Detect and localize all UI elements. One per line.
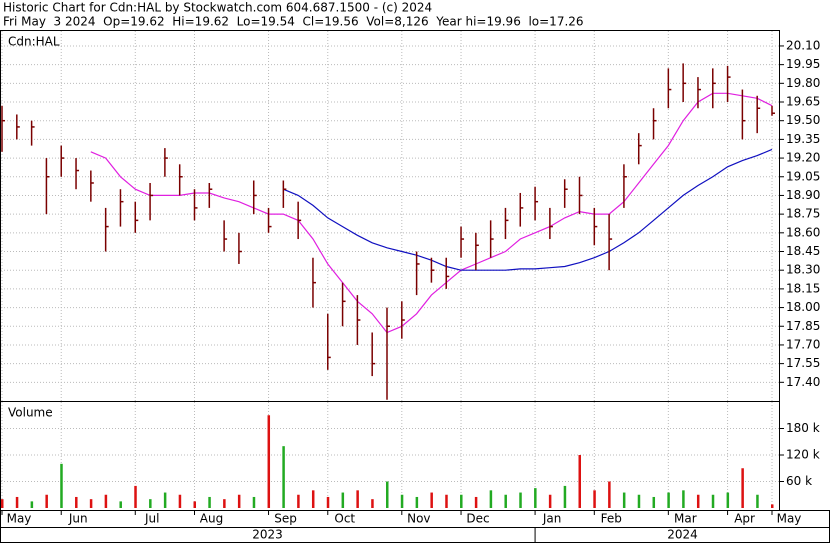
volume-bar	[578, 455, 581, 508]
y-tick-label: 18.15	[786, 281, 820, 295]
moving-average	[283, 148, 773, 271]
volume-bar	[341, 492, 345, 508]
volume-bar	[667, 492, 670, 508]
volume-bar	[60, 463, 63, 508]
y-tick-label: 19.20	[786, 151, 820, 165]
volume-label: Volume	[8, 406, 53, 420]
x-tick-label: Apr	[734, 512, 755, 526]
volume-bar	[15, 496, 19, 508]
volume-bar	[1, 499, 4, 508]
volume-bar	[208, 496, 211, 508]
y-tick-label: 18.45	[786, 244, 820, 258]
volume-bar	[534, 488, 537, 508]
x-tick-label: May	[777, 512, 802, 526]
y2-tick-label: 120 k	[786, 448, 820, 462]
volume-bar	[445, 494, 448, 508]
y-tick-label: 18.30	[786, 263, 820, 277]
x-tick-label: Oct	[334, 512, 355, 526]
volume-bar	[89, 499, 93, 508]
y-tick-label: 17.70	[786, 337, 820, 351]
y-tick-label: 17.55	[786, 356, 820, 370]
y-tick-label: 19.05	[786, 169, 820, 183]
y-tick-label: 18.75	[786, 207, 820, 221]
volume-bar	[326, 496, 330, 508]
volume-bar	[489, 490, 493, 508]
volume-bar	[771, 504, 774, 508]
volume-bar	[252, 496, 256, 508]
volume-bar	[267, 415, 271, 508]
volume-bar	[682, 490, 685, 508]
x-tick-label: Jun	[68, 512, 88, 526]
x-tick-label: Dec	[466, 512, 489, 526]
year-label: 2023	[252, 528, 283, 542]
volume-bar	[652, 496, 656, 508]
volume-bar	[726, 492, 730, 508]
volume-bar	[548, 494, 552, 508]
x-tick-label: Sep	[274, 512, 297, 526]
volume-bar	[400, 494, 404, 508]
x-tick-label: Jan	[542, 512, 562, 526]
volume-bar	[282, 446, 285, 508]
x-tick-label: Mar	[674, 512, 697, 526]
volume-bar	[75, 496, 78, 508]
y-tick-label: 19.80	[786, 76, 820, 90]
volume-bar	[119, 501, 122, 508]
volume-bar	[415, 496, 419, 508]
x-tick-label: Aug	[200, 512, 223, 526]
chart-title: Historic Chart for Cdn:HAL by Stockwatch…	[3, 1, 432, 15]
volume-bar	[149, 499, 152, 508]
volume-bar	[193, 501, 196, 508]
volume-bar	[504, 494, 507, 508]
volume-bar	[622, 492, 626, 508]
y-tick-label: 17.40	[786, 375, 820, 389]
volume-bar	[696, 494, 700, 508]
volume-bar	[474, 496, 478, 508]
moving-average	[90, 92, 773, 334]
volume-bar	[637, 494, 641, 508]
volume-bar	[430, 492, 433, 508]
x-tick-label: Feb	[601, 512, 622, 526]
x-tick-label: Jul	[144, 512, 159, 526]
volume-bar	[519, 492, 522, 508]
volume-bar	[311, 490, 315, 508]
volume-bar	[163, 492, 167, 508]
volume-bar	[178, 494, 182, 508]
y2-tick-label: 60 k	[786, 474, 812, 488]
y-tick-label: 19.50	[786, 113, 820, 127]
volume-bar	[134, 485, 137, 508]
volume-bar	[711, 494, 715, 508]
y-tick-label: 17.85	[786, 319, 820, 333]
y-tick-label: 19.35	[786, 132, 820, 146]
volume-panel	[0, 401, 780, 511]
x-tick-label: Nov	[407, 512, 430, 526]
volume-bar	[104, 494, 108, 508]
volume-bar	[460, 494, 463, 508]
volume-bar	[30, 501, 34, 508]
volume-bar	[297, 494, 300, 508]
y-tick-label: 19.65	[786, 95, 820, 109]
volume-bar	[356, 490, 359, 508]
price-panel	[0, 30, 780, 402]
volume-bar	[563, 485, 567, 508]
y-tick-label: 18.60	[786, 225, 820, 239]
year-label: 2024	[667, 528, 698, 542]
volume-bar	[223, 499, 226, 508]
volume-bar	[45, 494, 48, 508]
volume-bar	[593, 490, 596, 508]
volume-bar	[756, 494, 759, 508]
chart-subtitle: Fri May 3 2024 Op=19.62 Hi=19.62 Lo=19.5…	[3, 15, 584, 29]
volume-bar	[237, 494, 241, 508]
y-tick-label: 18.00	[786, 300, 820, 314]
y-tick-label: 19.95	[786, 57, 820, 71]
y2-tick-label: 180 k	[786, 421, 820, 435]
y-tick-label: 20.10	[786, 38, 820, 52]
volume-bar	[741, 468, 744, 508]
y-tick-label: 18.90	[786, 188, 820, 202]
x-tick-label: May	[7, 512, 32, 526]
volume-bar	[371, 499, 374, 508]
volume-bar	[608, 481, 611, 508]
symbol-label: Cdn:HAL	[8, 35, 60, 49]
volume-bar	[386, 481, 389, 508]
